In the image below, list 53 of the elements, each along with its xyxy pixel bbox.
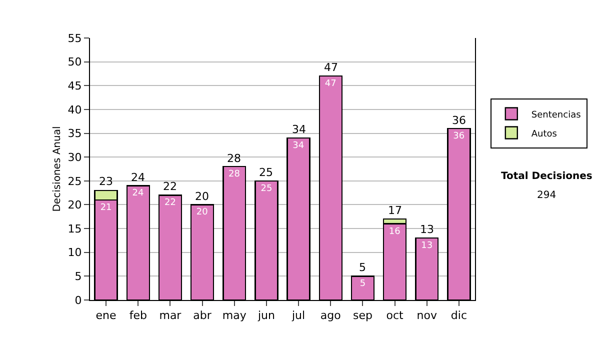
total-label: 17 [388, 204, 402, 217]
y-tick-label: 0 [74, 294, 82, 307]
legend-label: Sentencias [531, 110, 582, 120]
data-label: 5 [360, 279, 366, 290]
total-label: 13 [420, 223, 434, 236]
x-tick-label: nov [416, 309, 438, 322]
y-tick-label: 30 [68, 150, 82, 164]
y-axis-title: Decisiones Anual [52, 126, 63, 212]
data-label: 25 [260, 184, 272, 194]
data-label: 21 [100, 202, 112, 213]
data-label: 20 [196, 208, 208, 218]
total-label: 36 [452, 114, 466, 127]
y-tick-label: 20 [68, 198, 82, 212]
total-label: 23 [99, 175, 113, 188]
y-tick-label: 40 [68, 103, 82, 116]
data-label: 36 [453, 132, 465, 142]
x-tick-label: sep [352, 309, 372, 322]
y-tick-label: 55 [68, 32, 82, 45]
data-label: 34 [292, 141, 304, 152]
x-tick-label: feb [129, 309, 147, 322]
text: Total Decisiones [501, 171, 592, 182]
y-tick-label: 35 [68, 127, 82, 140]
x-tick-label: oct [386, 309, 404, 322]
text: 294 [537, 190, 556, 201]
data-label: 16 [388, 226, 401, 237]
y-tick-label: 45 [68, 79, 82, 92]
y-tick-label: 10 [68, 246, 82, 260]
x-tick-label: abr [193, 309, 212, 322]
y-tick-label: 15 [68, 222, 82, 236]
total-label: 28 [227, 152, 241, 165]
x-tick-label: may [222, 309, 247, 322]
data-label: 47 [324, 79, 336, 90]
total-label: 47 [324, 61, 338, 74]
y-tick-label: 50 [68, 56, 82, 69]
y-tick-label: 25 [68, 174, 82, 188]
x-tick-label: jun [256, 309, 275, 322]
total-label: 34 [292, 123, 306, 136]
data-label: 24 [132, 188, 144, 199]
data-label: 22 [164, 198, 176, 208]
legend-label: Autos [531, 129, 558, 140]
total-label: 22 [163, 180, 177, 193]
total-label: 25 [259, 166, 273, 179]
x-tick-label: mar [159, 309, 182, 322]
total-label: 5 [359, 261, 366, 274]
total-label: 24 [131, 171, 145, 184]
x-tick-label: ago [320, 309, 342, 322]
x-tick-label: jul [290, 309, 306, 322]
y-tick-label: 5 [74, 270, 82, 284]
total-label: 20 [195, 190, 209, 203]
data-label: 13 [421, 241, 433, 252]
x-tick-label: dic [450, 309, 468, 322]
x-tick-label: ene [96, 309, 117, 322]
data-label: 28 [228, 170, 240, 180]
